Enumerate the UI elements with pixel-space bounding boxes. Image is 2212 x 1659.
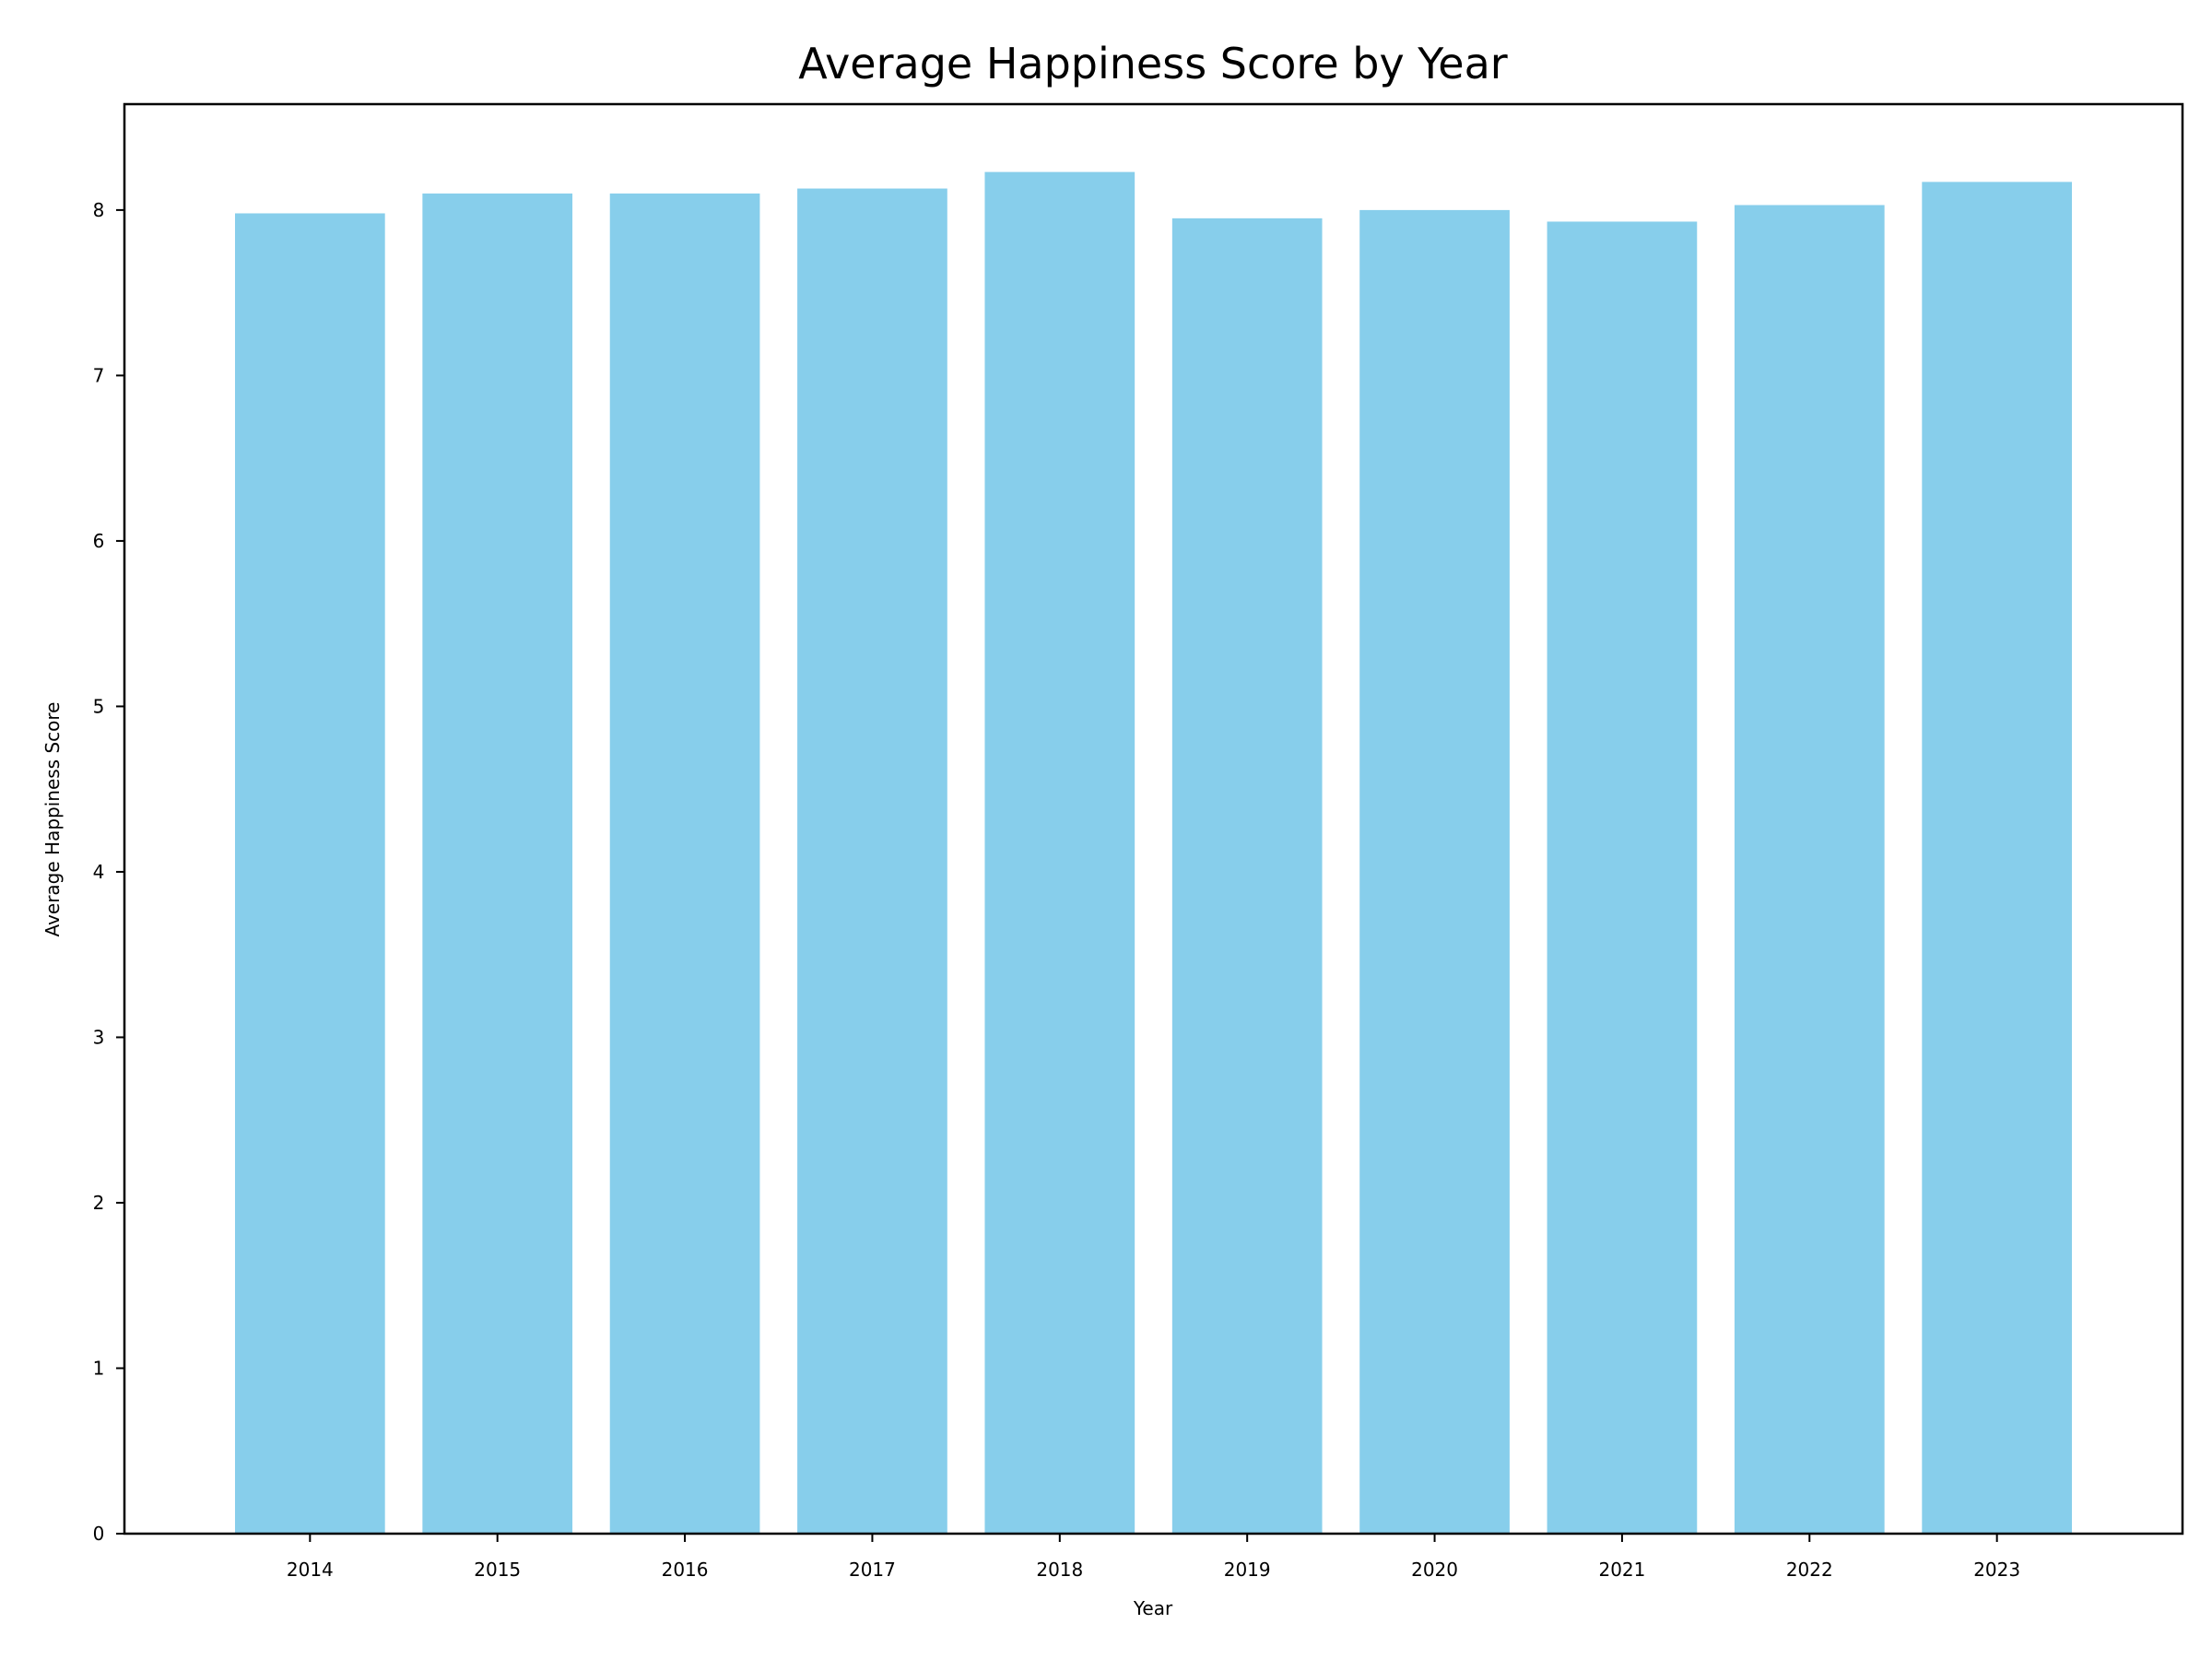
x-tick-label: 2019 [1224, 1559, 1271, 1581]
bar-2020 [1359, 209, 1510, 1534]
bar-2014 [234, 213, 385, 1535]
x-tick-label: 2020 [1411, 1559, 1458, 1581]
bar-2023 [1922, 182, 2073, 1534]
y-tick-label: 6 [93, 530, 105, 552]
y-tick-label: 5 [93, 695, 105, 717]
y-tick-label: 3 [93, 1026, 105, 1048]
bar-2019 [1171, 218, 1323, 1534]
x-tick-label: 2014 [287, 1559, 334, 1581]
bar-2022 [1734, 205, 1885, 1535]
y-tick-label: 4 [93, 861, 105, 883]
bars-group [234, 171, 2073, 1535]
x-tick-label: 2018 [1036, 1559, 1083, 1581]
x-tick-label: 2016 [662, 1559, 709, 1581]
x-tick-label: 2021 [1598, 1559, 1645, 1581]
y-tick-label: 1 [93, 1357, 105, 1379]
chart-title: Average Happiness Score by Year [798, 39, 1507, 88]
x-tick-label: 2017 [849, 1559, 896, 1581]
bar-2018 [984, 171, 1135, 1534]
y-tick-label: 7 [93, 364, 105, 386]
x-axis-label: Year [1133, 1597, 1173, 1619]
y-axis-ticks: 0 1 2 3 4 5 6 7 8 [93, 199, 124, 1545]
bar-2016 [609, 193, 760, 1534]
y-tick-label: 8 [93, 199, 105, 221]
x-tick-label: 2023 [1973, 1559, 2020, 1581]
plot-frame [123, 102, 2184, 1535]
y-axis-label: Average Happiness Score [41, 702, 64, 937]
x-tick-label: 2022 [1786, 1559, 1833, 1581]
x-axis-ticks: 2014 2015 2016 2017 2018 2019 2020 2021 2022 2023 [287, 1534, 2020, 1581]
bar-2017 [797, 188, 947, 1534]
y-tick-label: 2 [93, 1192, 105, 1214]
bar-2021 [1547, 221, 1698, 1535]
bar-2015 [422, 193, 573, 1534]
x-tick-label: 2015 [474, 1559, 521, 1581]
y-tick-label: 0 [93, 1523, 105, 1545]
